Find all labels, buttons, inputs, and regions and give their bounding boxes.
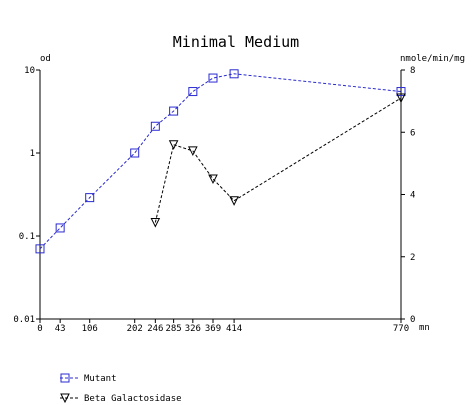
mutant-point xyxy=(130,148,140,158)
x-tick-label: 106 xyxy=(82,324,98,334)
x-tick-label: 369 xyxy=(205,324,221,334)
right-tick-label: 0 xyxy=(410,315,415,325)
left-tick-label: 1 xyxy=(30,149,35,159)
mutant-point xyxy=(229,69,239,79)
legend: Mutant Beta Galactosidase xyxy=(60,373,182,404)
right-tick-label: 2 xyxy=(410,253,415,263)
x-tick-label: 285 xyxy=(165,324,181,334)
left-axis-unit: od xyxy=(40,54,51,64)
left-tick-label: 0.01 xyxy=(13,315,35,325)
beta-galactosidase-point xyxy=(229,196,239,206)
beta-galactosidase-series-line xyxy=(154,97,402,223)
x-tick-label: 414 xyxy=(226,324,242,334)
mutant-point xyxy=(169,106,179,116)
mutant-point xyxy=(208,73,218,83)
beta-galactosidase-point xyxy=(150,218,161,228)
legend-beta-galactosidase-marker xyxy=(60,393,70,404)
x-axis-unit: mn xyxy=(419,323,430,333)
mutant-point xyxy=(396,87,406,97)
x-tick-label: 770 xyxy=(393,324,409,334)
mutant-point xyxy=(188,87,198,97)
x-tick-label: 326 xyxy=(185,324,201,334)
right-tick-label: 6 xyxy=(410,128,415,138)
left-tick-label: 0.1 xyxy=(19,232,35,242)
right-axis-ticks: 0 2 4 6 8 xyxy=(401,66,415,325)
series-layer xyxy=(35,69,406,254)
beta-galactosidase-point xyxy=(396,93,406,104)
right-tick-label: 4 xyxy=(410,191,415,201)
x-axis-ticks: 0 43 106 202 246 285 326 369 414 770 xyxy=(37,319,409,334)
mutant-point xyxy=(85,193,95,203)
mutant-series-line xyxy=(39,73,402,250)
right-axis-unit: nmole/min/mg xyxy=(400,54,465,64)
left-axis-ticks: 0.01 0.1 1 10 xyxy=(13,66,40,325)
chart-title: Minimal Medium xyxy=(173,33,299,51)
mutant-point xyxy=(150,121,160,131)
right-tick-label: 8 xyxy=(410,66,415,76)
mutant-point xyxy=(35,244,45,254)
x-tick-label: 246 xyxy=(147,324,163,334)
left-tick-label: 10 xyxy=(24,66,35,76)
x-tick-label: 43 xyxy=(55,324,66,334)
mutant-point xyxy=(55,223,65,233)
beta-galactosidase-point xyxy=(208,174,218,185)
beta-galactosidase-point xyxy=(188,146,198,157)
beta-galactosidase-point xyxy=(168,140,179,150)
legend-beta-galactosidase-label: Beta Galactosidase xyxy=(84,394,182,404)
legend-mutant-marker xyxy=(60,373,70,383)
x-tick-label: 202 xyxy=(127,324,143,334)
legend-mutant-label: Mutant xyxy=(84,374,117,384)
x-tick-label: 0 xyxy=(37,324,42,334)
